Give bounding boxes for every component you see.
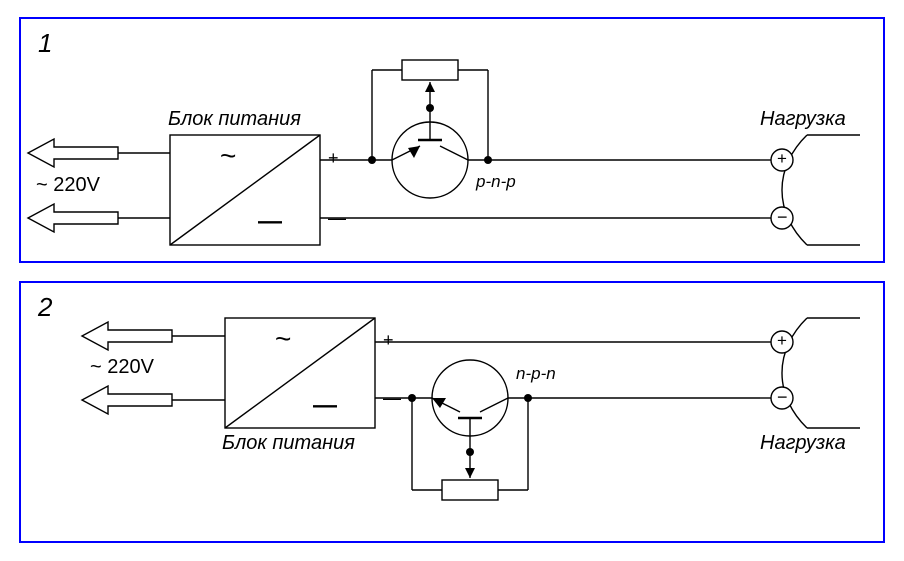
load-plus-sym-2: + (777, 331, 787, 351)
mains-arrow-bot-2 (82, 386, 172, 414)
psu-minus-2: — (383, 388, 401, 409)
psu-ac-2: ~ (275, 323, 291, 355)
pot-1 (402, 60, 458, 80)
circuit-1 (28, 60, 860, 245)
mains-arrow-top-1 (28, 139, 118, 167)
psu-minus-1: — (328, 208, 346, 229)
panel-2-number: 2 (38, 292, 52, 323)
mains-arrow-bot-1 (28, 204, 118, 232)
diagram-svg (0, 0, 904, 561)
load-minus-sym-1: − (777, 207, 788, 228)
load-2 (760, 318, 860, 428)
load-label-2: Нагрузка (760, 432, 846, 455)
psu-label-1: Блок питания (168, 108, 301, 131)
psu-plus-1: + (328, 148, 339, 169)
psu-label-2: Блок питания (222, 432, 355, 455)
load-minus-sym-2: − (777, 387, 788, 408)
mains-label-1: ~ 220V (36, 174, 100, 197)
psu-dc-1: — (258, 208, 282, 236)
pot-2 (442, 480, 498, 500)
diagram-canvas: 1 2 Блок питания Нагрузка ~ 220V ~ — + —… (0, 0, 904, 561)
psu-plus-2: + (383, 330, 394, 351)
npn-label: n-p-n (516, 364, 556, 384)
psu-ac-1: ~ (220, 140, 236, 172)
psu-dc-2: — (313, 392, 337, 420)
mains-arrow-top-2 (82, 322, 172, 350)
load-plus-sym-1: + (777, 149, 787, 169)
load-label-1: Нагрузка (760, 108, 846, 131)
panel-1-number: 1 (38, 28, 52, 59)
pnp-label: p-n-p (476, 172, 516, 192)
load-1 (760, 135, 860, 245)
circuit-2 (82, 318, 860, 500)
mains-label-2: ~ 220V (90, 356, 154, 379)
